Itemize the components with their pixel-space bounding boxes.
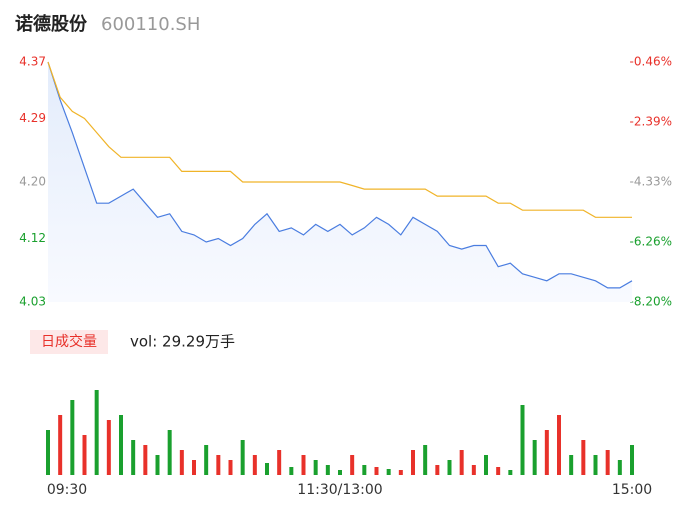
volume-bar <box>374 467 379 475</box>
x-tick-label: 11:30/13:00 <box>297 482 382 498</box>
volume-bar <box>484 455 488 475</box>
volume-bar <box>471 465 476 475</box>
volume-tab-bg <box>30 330 108 354</box>
volume-bar <box>325 465 330 475</box>
y2-tick-label: -0.46% <box>630 55 672 69</box>
series-line <box>47 61 632 218</box>
y-tick-label: 4.37 <box>19 55 46 69</box>
volume-bar <box>167 430 172 475</box>
volume-bar <box>119 415 123 475</box>
volume-bar <box>46 430 50 475</box>
volume-bar <box>289 467 294 475</box>
volume-bar <box>106 420 111 475</box>
volume-bar <box>362 465 367 475</box>
volume-bar <box>277 450 282 475</box>
volume-bar <box>386 469 391 475</box>
volume-bar <box>459 450 464 475</box>
volume-bar <box>313 460 318 475</box>
chart-title: 诺德股份 <box>15 13 88 35</box>
volume-bar <box>447 460 452 475</box>
volume-tab: 日成交量 <box>41 333 97 350</box>
volume-bar <box>179 450 184 475</box>
series-line <box>47 61 633 289</box>
volume-bar <box>228 460 233 475</box>
volume-bar <box>435 465 440 475</box>
volume-bar <box>557 415 561 475</box>
volume-bar <box>544 430 549 475</box>
volume-bar <box>593 455 598 475</box>
volume-bar <box>265 463 269 475</box>
volume-bar <box>520 405 525 475</box>
y2-tick-label: -2.39% <box>630 114 672 128</box>
volume-bar <box>240 440 245 475</box>
volume-bar <box>338 470 342 475</box>
y-tick-label: 4.12 <box>19 231 46 245</box>
y2-tick-label: -6.26% <box>630 234 672 248</box>
volume-bar <box>58 415 63 475</box>
volume-bar <box>216 455 221 475</box>
volume-bar <box>508 470 513 475</box>
volume-bar <box>605 450 610 475</box>
x-tick-label: 15:00 <box>612 482 652 498</box>
volume-bar <box>301 455 306 475</box>
chart-subtitle: 600110.SH <box>101 14 200 35</box>
y-tick-label: 4.03 <box>19 295 46 309</box>
volume-bar <box>143 445 148 475</box>
y2-tick-label: -8.20% <box>630 295 672 309</box>
y-tick-label: 4.20 <box>19 175 46 189</box>
volume-bar <box>581 440 586 475</box>
x-tick-label: 09:30 <box>47 482 87 498</box>
volume-bar <box>82 435 87 475</box>
volume-bar <box>398 470 403 475</box>
volume-bar <box>496 467 501 475</box>
y-tick-label: 4.29 <box>19 111 46 125</box>
volume-bar <box>204 445 209 475</box>
volume-bar <box>569 455 574 475</box>
volume-bar <box>70 400 75 475</box>
volume-bar <box>532 440 537 475</box>
y2-tick-label: -4.33% <box>630 175 672 189</box>
volume-bar <box>131 440 136 475</box>
price-area <box>48 62 632 302</box>
volume-bar <box>423 445 428 475</box>
volume-bar <box>94 390 99 475</box>
volume-label: vol: 29.29万手 <box>130 333 235 351</box>
volume-bar <box>411 450 415 475</box>
volume-bar <box>155 455 160 475</box>
volume-bar <box>630 445 634 475</box>
volume-bar <box>617 460 622 475</box>
volume-bar <box>350 455 355 475</box>
volume-bar <box>192 460 196 475</box>
volume-bar <box>252 455 257 475</box>
